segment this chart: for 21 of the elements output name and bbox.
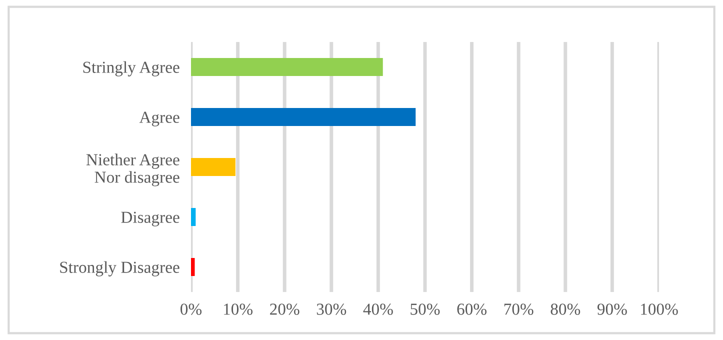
bar (191, 158, 236, 176)
x-tick-label: 0% (180, 304, 202, 315)
x-tick-label: 30% (316, 304, 346, 315)
x-tick-label: 100% (641, 304, 678, 315)
x-tick-label: 70% (504, 304, 534, 315)
x-tick-label: 20% (270, 304, 300, 315)
y-tick-label: Stringly Agree (83, 61, 180, 76)
x-tick-label: 60% (457, 304, 487, 315)
y-tick-label: Strongly Disagree (60, 261, 180, 276)
y-tick-label: Disagree (121, 212, 180, 226)
y-tick-label: Agree (139, 112, 180, 126)
x-tick-label: 80% (550, 304, 580, 315)
x-tick-label: 50% (410, 304, 440, 315)
bar (191, 108, 416, 126)
bar (191, 258, 195, 276)
y-tick-label: Niether Agree Nor disagree (86, 154, 180, 186)
x-tick-label: 10% (224, 304, 253, 315)
x-tick-label: 90% (597, 304, 627, 315)
x-tick-label: 40% (363, 304, 393, 315)
bar (191, 58, 383, 76)
bar (191, 208, 196, 226)
